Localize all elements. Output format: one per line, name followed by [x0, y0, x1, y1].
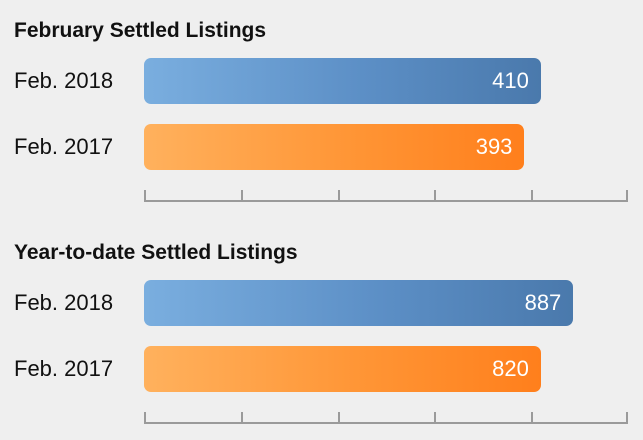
monthly-row-label-2018: Feb. 2018 [14, 68, 114, 93]
monthly-bar-value-2017: 393 [475, 134, 513, 159]
ytd-axis-tick [240, 412, 243, 424]
monthly-chart: February Settled Listings Feb. 2018 410 … [0, 0, 643, 210]
ytd-x-axis [144, 412, 628, 424]
ytd-row-label-2018: Feb. 2018 [14, 290, 114, 315]
monthly-bar-value-2018: 410 [492, 68, 529, 93]
ytd-axis-tick [337, 412, 340, 424]
ytd-row-label-2017: Feb. 2017 [14, 356, 114, 381]
monthly-axis-tick [531, 190, 534, 202]
monthly-chart-title: February Settled Listings [14, 19, 267, 42]
ytd-bar-value-2017: 820 [492, 356, 529, 381]
ytd-axis-tick [144, 412, 146, 424]
monthly-x-axis-line [144, 200, 628, 202]
monthly-axis-tick [626, 190, 628, 202]
monthly-x-axis [144, 190, 628, 202]
ytd-axis-tick [531, 412, 534, 424]
ytd-axis-tick [434, 412, 437, 424]
ytd-bar-value-2018: 887 [524, 290, 562, 315]
monthly-bar-2018: 410 [144, 58, 541, 104]
ytd-x-axis-line [144, 422, 628, 424]
monthly-axis-tick [434, 190, 437, 202]
ytd-chart-title: Year-to-date Settled Listings [14, 241, 298, 264]
monthly-axis-tick [144, 190, 146, 202]
ytd-chart: Year-to-date Settled Listings Feb. 2018 … [0, 222, 643, 432]
ytd-axis-tick [626, 412, 628, 424]
monthly-axis-tick [240, 190, 243, 202]
monthly-axis-tick [337, 190, 340, 202]
ytd-bar-2017: 820 [144, 346, 541, 392]
monthly-bar-2017: 393 [144, 124, 525, 170]
monthly-row-label-2017: Feb. 2017 [14, 134, 114, 159]
ytd-bar-2018: 887 [144, 280, 574, 326]
